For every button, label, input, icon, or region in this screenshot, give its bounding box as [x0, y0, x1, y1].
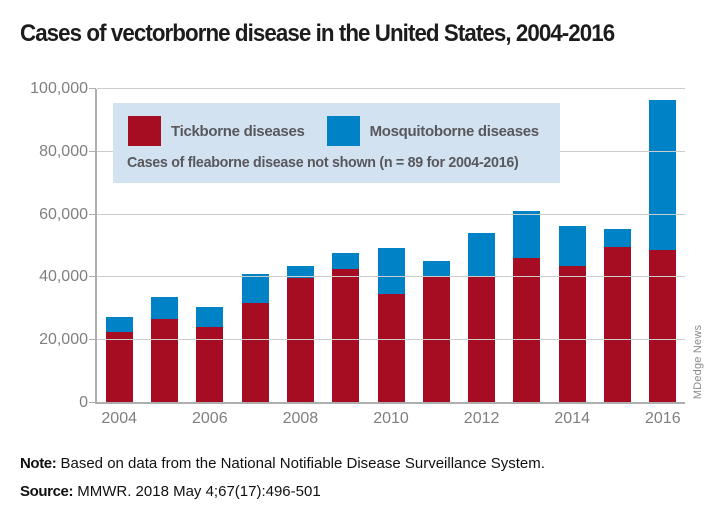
- bar-segment-mosquitoborne: [649, 99, 677, 251]
- bar-segment-tickborne: [604, 246, 631, 403]
- bar-2004: [105, 316, 133, 403]
- source-text: MMWR. 2018 May 4;67(17):496-501: [73, 483, 321, 500]
- bar-segment-mosquitoborne: [558, 225, 586, 266]
- bar-2008: [286, 265, 314, 403]
- bar-2014: [558, 225, 586, 403]
- bar-2007: [241, 273, 269, 403]
- x-axis-label: 2010: [373, 410, 409, 427]
- y-axis-tick: [89, 88, 96, 89]
- x-axis-label: 2008: [282, 410, 319, 427]
- legend-row: Tickborne diseases Mosquitoborne disease…: [113, 103, 560, 146]
- gridline: [97, 339, 685, 341]
- y-axis-label: 100,000: [30, 80, 88, 97]
- gridline: [97, 88, 685, 89]
- x-axis-line: [95, 402, 685, 404]
- bar-segment-tickborne: [241, 303, 269, 403]
- bar-segment-mosquitoborne: [196, 306, 224, 327]
- note-line: Note: Based on data from the National No…: [20, 455, 545, 472]
- bar-segment-mosquitoborne: [241, 273, 269, 304]
- bar-2006: [196, 306, 224, 403]
- bar-segment-tickborne: [377, 293, 405, 403]
- bar-2016: [649, 99, 677, 403]
- x-axis-label: 2016: [645, 410, 681, 427]
- source-label: Source:: [20, 483, 74, 500]
- legend-fleaborne-note: Cases of fleaborne disease not shown (n …: [127, 154, 519, 171]
- y-axis-label: 40,000: [39, 268, 88, 286]
- bar-segment-mosquitoborne: [332, 252, 360, 270]
- bar-segment-mosquitoborne: [105, 316, 133, 333]
- bar-2011: [422, 261, 450, 403]
- bar-segment-tickborne: [558, 265, 586, 403]
- y-axis-tick: [89, 150, 96, 152]
- bar-segment-tickborne: [151, 318, 178, 403]
- gridline: [97, 213, 685, 215]
- bar-segment-mosquitoborne: [377, 247, 405, 294]
- x-axis-label: 2004: [101, 410, 137, 427]
- x-axis-label: 2012: [463, 410, 500, 427]
- legend-label-tickborne: Tickborne diseases: [171, 122, 305, 140]
- bar-2005: [151, 296, 178, 403]
- gridline: [97, 276, 685, 278]
- note-text: Based on data from the National Notifiab…: [56, 455, 545, 472]
- bar-segment-mosquitoborne: [604, 228, 631, 247]
- legend-label-mosquitoborne: Mosquitoborne diseases: [369, 122, 540, 140]
- mdedge-news-watermark: MDedge News: [692, 324, 704, 400]
- bar-segment-mosquitoborne: [513, 210, 541, 259]
- x-axis-label: 2006: [192, 410, 228, 427]
- note-label: Note:: [20, 455, 57, 472]
- bar-segment-tickborne: [196, 326, 224, 403]
- bar-2012: [468, 233, 496, 403]
- bar-segment-tickborne: [286, 277, 314, 403]
- bar-segment-mosquitoborne: [151, 296, 178, 319]
- bar-segment-tickborne: [332, 269, 360, 403]
- source-line: Source: MMWR. 2018 May 4;67(17):496-501: [20, 483, 321, 500]
- y-axis-tick: [89, 339, 96, 341]
- y-axis-label: 80,000: [39, 142, 88, 160]
- bar-segment-tickborne: [649, 250, 677, 403]
- bar-segment-mosquitoborne: [468, 233, 496, 278]
- bar-2013: [513, 210, 541, 403]
- bar-segment-tickborne: [105, 332, 133, 403]
- y-axis-label: 20,000: [39, 331, 88, 349]
- y-axis-tick: [89, 213, 96, 215]
- legend-swatch-mosquitoborne: [326, 116, 360, 146]
- y-axis-line: [95, 89, 97, 404]
- bar-segment-tickborne: [513, 258, 541, 403]
- chart-title: Cases of vectorborne disease in the Unit…: [20, 20, 615, 47]
- y-axis-label: 0: [79, 394, 88, 411]
- legend: Tickborne diseases Mosquitoborne disease…: [113, 103, 560, 183]
- x-axis-label: 2014: [554, 410, 590, 427]
- legend-swatch-tickborne: [128, 116, 161, 146]
- bar-segment-mosquitoborne: [422, 261, 450, 276]
- bar-2010: [377, 247, 405, 403]
- y-axis-tick: [89, 402, 96, 403]
- y-axis-tick: [89, 276, 96, 278]
- bar-segment-mosquitoborne: [286, 265, 314, 278]
- bar-2015: [604, 228, 631, 403]
- bar-2009: [332, 252, 360, 403]
- y-axis-label: 60,000: [39, 205, 88, 223]
